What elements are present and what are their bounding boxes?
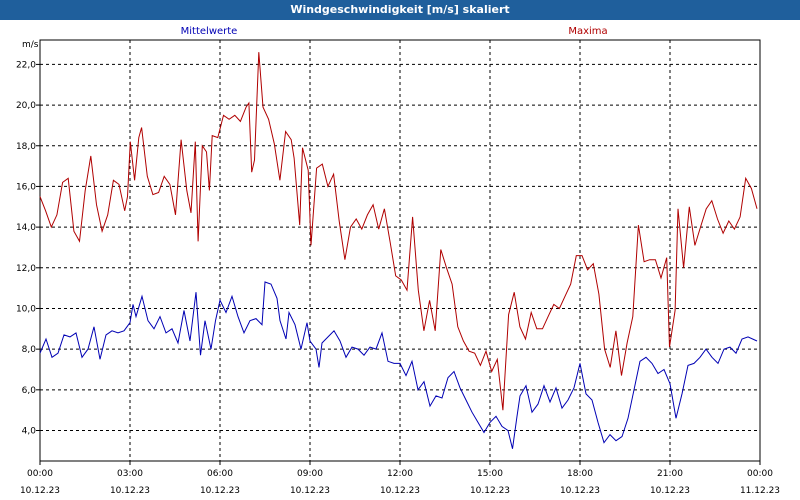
series-line-maxima — [39, 52, 758, 411]
x-tick-date: 10.12.23 — [560, 486, 600, 496]
y-tick-label: 20,0 — [16, 101, 36, 111]
x-tick-time: 00:00 — [747, 469, 773, 479]
x-tick-date: 10.12.23 — [380, 486, 420, 496]
x-axis-ticks: 00:00 10.12.23 03:00 10.12.23 06:00 10.12.23 0… — [20, 461, 780, 496]
legend-maxima: Maxima — [568, 26, 607, 37]
x-tick-time: 09:00 — [297, 469, 323, 479]
x-tick-date: 10.12.23 — [470, 486, 510, 496]
x-tick-date: 10.12.23 — [650, 486, 690, 496]
y-tick-label: 4,0 — [22, 426, 37, 436]
wind-speed-chart: 4,0 6,0 8,0 10,0 12,0 14,0 16,0 18,0 20,0 22,0 00… — [16, 26, 780, 496]
y-tick-label: 14,0 — [16, 223, 36, 233]
y-tick-label: 8,0 — [22, 345, 37, 355]
y-tick-label: 16,0 — [16, 182, 36, 192]
x-tick-date: 10.12.23 — [110, 486, 150, 496]
x-tick-time: 21:00 — [657, 469, 683, 479]
y-axis-ticks: 4,0 6,0 8,0 10,0 12,0 14,0 16,0 18,0 20,0 22,0 — [16, 60, 40, 436]
chart-title-bar: Windgeschwindigkeit [m/s] skaliert — [0, 0, 800, 20]
chart-title: Windgeschwindigkeit [m/s] skaliert — [290, 3, 510, 16]
x-tick-date: 11.12.23 — [740, 486, 780, 496]
y-tick-label: 18,0 — [16, 142, 36, 152]
x-tick-time: 12:00 — [387, 469, 413, 479]
x-tick-date: 10.12.23 — [200, 486, 240, 496]
legend-mittelwerte: Mittelwerte — [181, 26, 238, 37]
y-tick-label: 12,0 — [16, 264, 36, 274]
x-tick-time: 06:00 — [207, 469, 233, 479]
series-lines — [39, 52, 758, 449]
y-tick-label: 22,0 — [16, 60, 36, 70]
series-line-mittelwerte — [39, 281, 758, 449]
x-tick-time: 18:00 — [567, 469, 593, 479]
x-tick-date: 10.12.23 — [20, 486, 60, 496]
y-tick-label: 10,0 — [16, 304, 36, 314]
y-axis-unit: m/s — [22, 40, 39, 50]
x-tick-date: 10.12.23 — [290, 486, 330, 496]
grid — [40, 40, 760, 461]
x-tick-time: 00:00 — [27, 469, 53, 479]
x-tick-time: 15:00 — [477, 469, 503, 479]
x-tick-time: 03:00 — [117, 469, 143, 479]
y-tick-label: 6,0 — [22, 386, 37, 396]
